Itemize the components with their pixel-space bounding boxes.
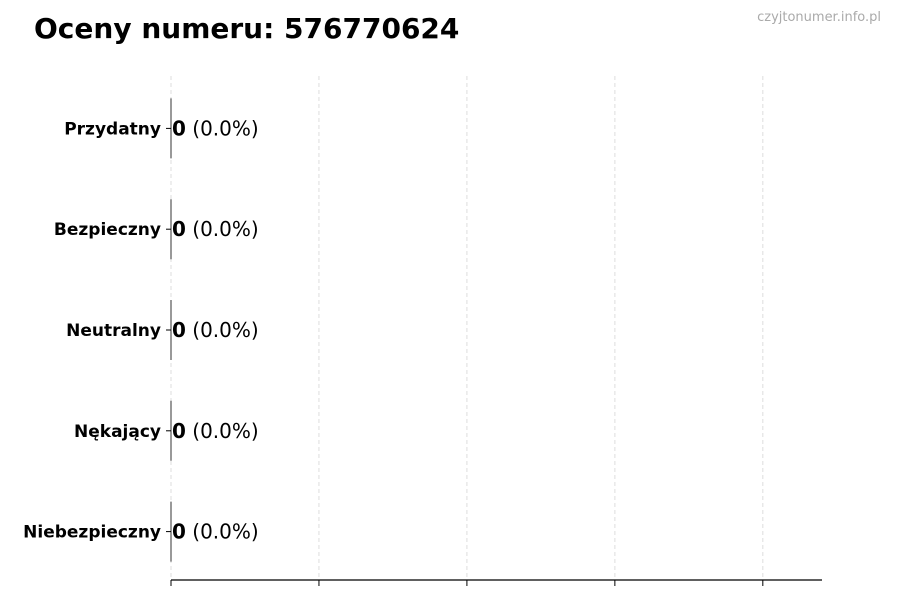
data-percent: (0.0%): [186, 217, 259, 241]
y-tick-label: Przydatny: [64, 119, 161, 139]
data-label: 0 (0.0%): [172, 318, 259, 342]
y-tick-label: Bezpieczny: [54, 220, 161, 240]
data-value: 0: [172, 318, 186, 342]
data-label: 0 (0.0%): [172, 217, 259, 241]
y-tick-label: Niebezpieczny: [23, 523, 161, 543]
data-percent: (0.0%): [186, 419, 259, 443]
data-value: 0: [172, 520, 186, 544]
data-value: 0: [172, 419, 186, 443]
data-label: 0 (0.0%): [172, 520, 259, 544]
chart-title: Oceny numeru: 576770624: [34, 12, 460, 45]
data-percent: (0.0%): [186, 116, 259, 140]
data-percent: (0.0%): [186, 520, 259, 544]
y-tick-label: Neutralny: [66, 321, 161, 341]
watermark: czyjtonumer.info.pl: [757, 10, 881, 25]
data-value: 0: [172, 116, 186, 140]
data-label: 0 (0.0%): [172, 116, 259, 140]
data-percent: (0.0%): [186, 318, 259, 342]
data-value: 0: [172, 217, 186, 241]
data-label: 0 (0.0%): [172, 419, 259, 443]
y-tick-label: Nękający: [74, 422, 161, 442]
